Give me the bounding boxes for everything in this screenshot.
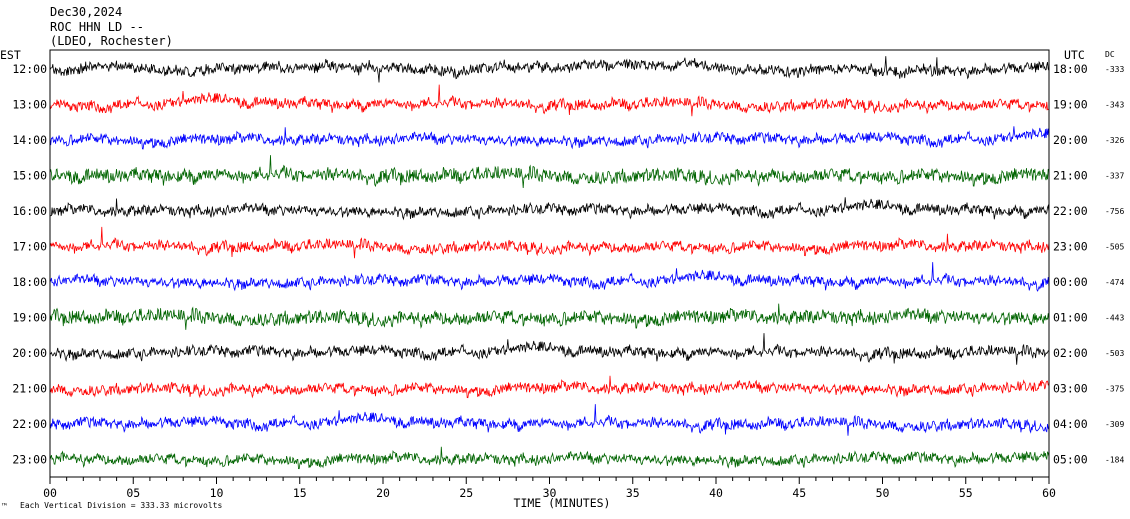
trace-line <box>49 155 1050 189</box>
utc-label: 19:00 <box>1053 98 1088 112</box>
utc-label: 05:00 <box>1053 453 1088 467</box>
x-tick-label: 45 <box>792 486 806 500</box>
x-tick-label: 05 <box>126 486 140 500</box>
x-axis-title: TIME (MINUTES) <box>514 496 611 510</box>
est-label: 19:00 <box>12 311 47 325</box>
trace-line <box>49 446 1050 470</box>
utc-label: 02:00 <box>1053 346 1088 360</box>
est-label: 13:00 <box>12 98 47 112</box>
est-label: 12:00 <box>12 62 47 76</box>
utc-label: 18:00 <box>1053 62 1088 76</box>
trace-line <box>49 333 1050 365</box>
x-tick-label: 15 <box>293 486 307 500</box>
right-axis-label-utc: UTC <box>1064 48 1085 62</box>
logo-mark: ™ <box>1 502 7 511</box>
x-tick-label: 20 <box>376 486 390 500</box>
dc-value: -756 <box>1105 207 1124 216</box>
utc-label: 21:00 <box>1053 169 1088 183</box>
header-date: Dec30,2024 <box>50 5 122 19</box>
x-tick-label: 10 <box>210 486 224 500</box>
utc-label: 00:00 <box>1053 275 1088 289</box>
dc-value: -503 <box>1105 349 1124 358</box>
trace-line <box>49 303 1050 330</box>
est-label: 20:00 <box>12 346 47 360</box>
dc-value: -375 <box>1105 385 1124 394</box>
x-tick-label: 00 <box>43 486 57 500</box>
x-tick-label: 30 <box>543 486 557 500</box>
dc-value: -333 <box>1105 65 1124 74</box>
x-tick-label: 35 <box>626 486 640 500</box>
dc-value: -184 <box>1105 456 1124 465</box>
scale-note: Each Vertical Division = 333.33 microvol… <box>20 501 222 510</box>
dc-value: -443 <box>1105 314 1124 323</box>
x-tick-label: 60 <box>1042 486 1056 500</box>
header-station: ROC HHN LD -- <box>50 20 144 34</box>
utc-label: 22:00 <box>1053 204 1088 218</box>
x-axis: 00 05 10 15 20 25 30 35 40 45 50 55 60 <box>43 477 1056 500</box>
header-network: (LDEO, Rochester) <box>50 34 173 48</box>
utc-label: 23:00 <box>1053 240 1088 254</box>
est-label: 22:00 <box>12 417 47 431</box>
est-label: 15:00 <box>12 169 47 183</box>
trace-line <box>49 375 1050 399</box>
utc-label: 01:00 <box>1053 311 1088 325</box>
dc-value: -505 <box>1105 243 1124 252</box>
dc-value: -326 <box>1105 136 1124 145</box>
trace-line <box>49 226 1050 259</box>
dc-value: -474 <box>1105 278 1124 287</box>
row-label-group: 12:00 18:00 -333 13:00 19:00 -343 14:00 20:00 -3… <box>12 62 1124 467</box>
trace-line <box>49 262 1050 292</box>
dc-value: -343 <box>1105 101 1124 110</box>
trace-line <box>49 126 1050 150</box>
x-tick-label: 55 <box>959 486 973 500</box>
dc-value: -309 <box>1105 420 1124 429</box>
trace-line <box>49 84 1049 117</box>
trace-line <box>49 56 1050 83</box>
utc-label: 04:00 <box>1053 417 1088 431</box>
est-label: 23:00 <box>12 453 47 467</box>
left-axis-label-est: EST <box>0 48 21 62</box>
est-label: 16:00 <box>12 204 47 218</box>
est-label: 21:00 <box>12 382 47 396</box>
utc-label: 20:00 <box>1053 133 1088 147</box>
x-tick-label: 25 <box>459 486 473 500</box>
plot-frame <box>49 49 1050 478</box>
trace-line <box>49 197 1050 221</box>
utc-label: 03:00 <box>1053 382 1088 396</box>
dc-header: DC <box>1105 50 1115 59</box>
x-tick-label: 40 <box>709 486 723 500</box>
dc-value: -337 <box>1105 172 1124 181</box>
est-label: 17:00 <box>12 240 47 254</box>
x-tick-label: 50 <box>876 486 890 500</box>
trace-group <box>49 56 1050 470</box>
trace-line <box>49 404 1050 436</box>
est-label: 18:00 <box>12 275 47 289</box>
est-label: 14:00 <box>12 133 47 147</box>
